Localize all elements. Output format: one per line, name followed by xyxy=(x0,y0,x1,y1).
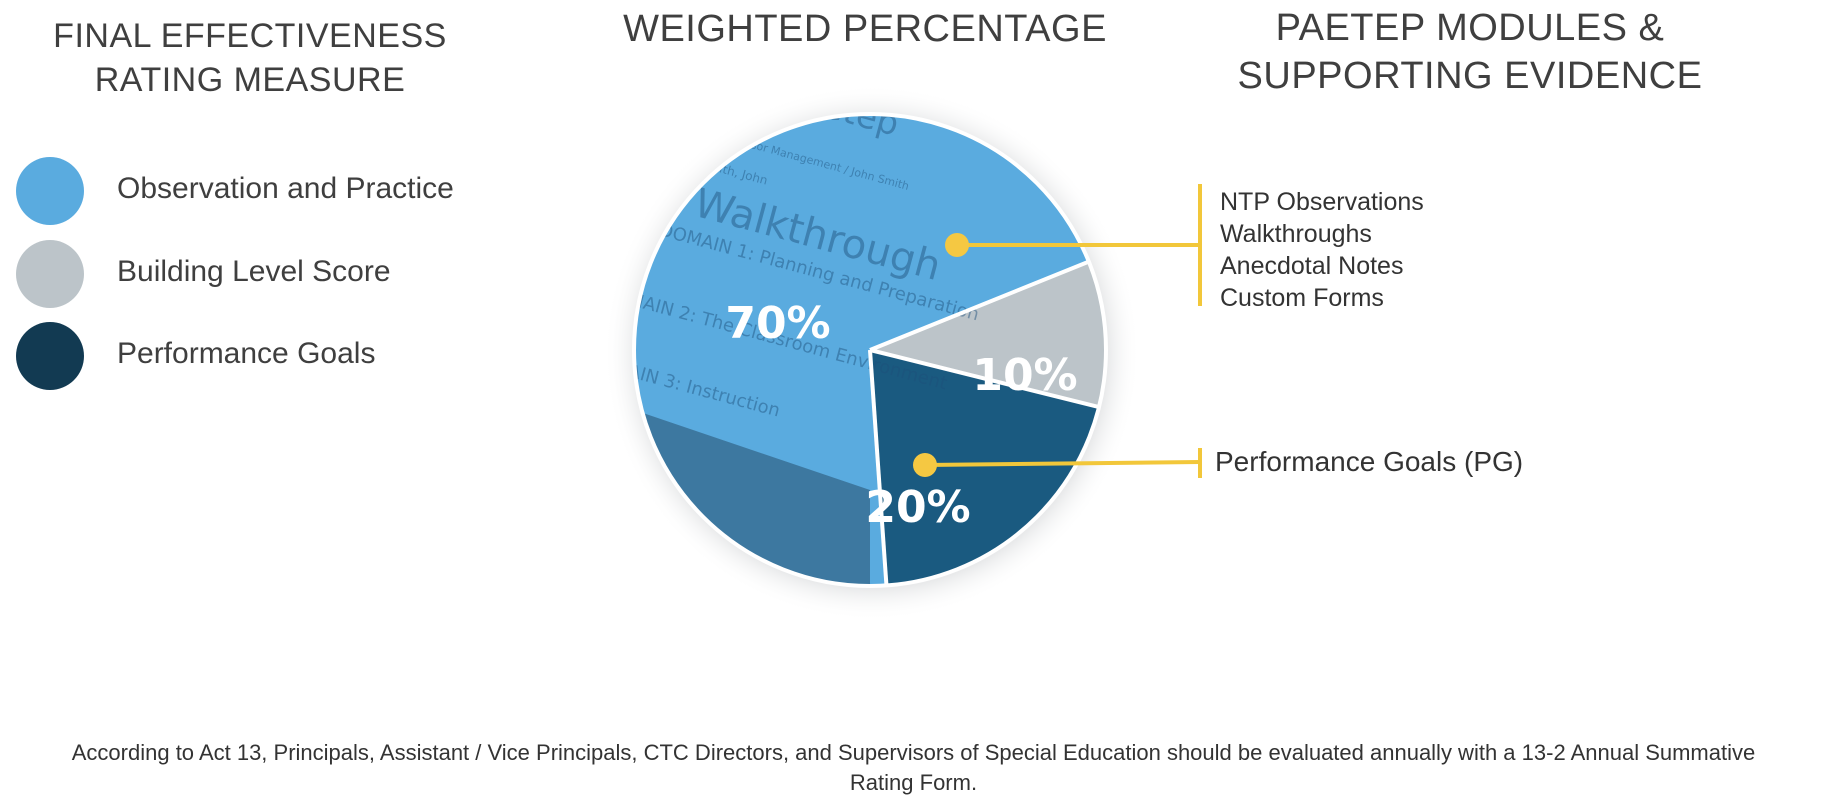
module-anecdotal-notes: Anecdotal Notes xyxy=(1220,252,1404,280)
pie-slice-performance xyxy=(870,350,1099,586)
observation-module-list: NTP Observations Walkthroughs Anecdotal … xyxy=(1220,186,1424,314)
pie-dividers xyxy=(632,112,1108,588)
pie-chart: paetepSupervisor Management / John Smith… xyxy=(580,75,1200,655)
module-ntp-observations: NTP Observations xyxy=(1220,188,1424,216)
modules-heading: PAETEP MODULES & SUPPORTING EVIDENCE xyxy=(1200,4,1740,100)
legend-swatch-performance xyxy=(16,322,84,390)
legend-item-performance: Performance Goals xyxy=(16,322,536,392)
legend-label-building: Building Level Score xyxy=(117,255,391,288)
module-custom-forms: Custom Forms xyxy=(1220,284,1384,312)
pie-labels: 70% 10% 20% xyxy=(725,298,1077,533)
legend-swatch-building xyxy=(16,240,84,308)
pie-slices xyxy=(634,113,1106,586)
pie-label-building: 10% xyxy=(972,350,1077,401)
legend-label-performance: Performance Goals xyxy=(117,337,376,370)
measure-heading-line1: FINAL EFFECTIVENESS xyxy=(53,17,447,55)
pie-shade xyxy=(634,410,870,586)
legend-item-building: Building Level Score xyxy=(16,240,536,310)
pie-divider-observation xyxy=(868,349,889,586)
measure-heading-line2: RATING MEASURE xyxy=(94,61,406,99)
legend-item-observation: Observation and Practice xyxy=(16,157,536,227)
pie-label-performance: 20% xyxy=(865,482,970,533)
legend-swatch-observation xyxy=(16,157,84,225)
module-walkthroughs: Walkthroughs xyxy=(1220,220,1372,248)
module-performance-goals: Performance Goals (PG) xyxy=(1215,446,1524,477)
chart-title: WEIGHTED PERCENTAGE xyxy=(623,8,1107,50)
pie-divider-performance xyxy=(869,348,1100,410)
pie-divider-building xyxy=(869,259,1090,352)
footnote: According to Act 13, Principals, Assista… xyxy=(71,740,1756,795)
measure-heading: FINAL EFFECTIVENESS RATING MEASURE xyxy=(20,14,480,102)
pie-slice-building xyxy=(870,261,1106,408)
pie-label-observation: 70% xyxy=(725,298,830,349)
modules-heading-line2: SUPPORTING EVIDENCE xyxy=(1237,55,1703,97)
modules-heading-line1: PAETEP MODULES & xyxy=(1275,7,1665,49)
pie-chart-svg: paetepSupervisor Management / John Smith… xyxy=(604,85,1140,621)
legend-label-observation: Observation and Practice xyxy=(117,172,454,205)
pie-outline xyxy=(632,112,1108,588)
